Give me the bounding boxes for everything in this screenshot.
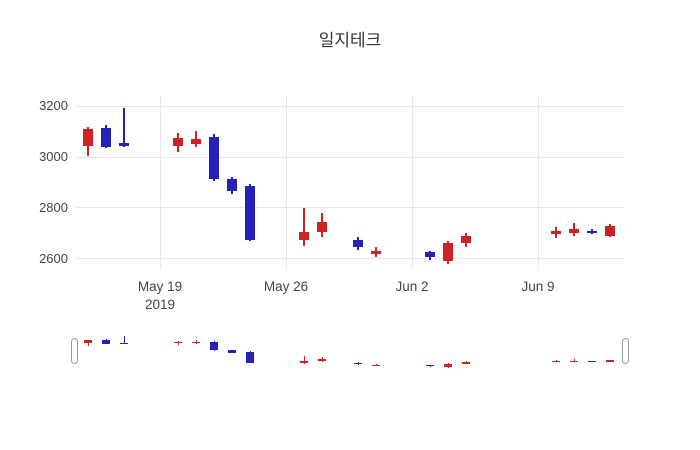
gridline-horizontal (75, 207, 625, 209)
candle-body (425, 252, 435, 258)
mini-candle-body (228, 350, 236, 353)
mini-candle-body (210, 341, 218, 351)
candle-body (119, 143, 129, 146)
x-axis: May 19 2019 May 26 Jun 2 Jun 9 (75, 279, 625, 321)
candle-body (227, 178, 237, 192)
gridline-vertical (537, 95, 539, 270)
mini-candle-body (552, 360, 560, 362)
rangeslider-handle-left[interactable] (71, 338, 78, 364)
gridline-vertical (159, 95, 161, 270)
mini-candle-body (372, 365, 380, 367)
y-axis-tick-label: 3200 (39, 98, 68, 114)
candle-wick (303, 207, 305, 246)
candle-body (173, 138, 183, 146)
candle-body (299, 231, 309, 240)
candle-body (443, 243, 453, 262)
candle-body (317, 221, 327, 232)
mini-candle-body (426, 365, 434, 367)
mini-candle-body (588, 360, 596, 362)
gridline-horizontal (75, 258, 625, 260)
x-axis-tick-label: Jun 9 (521, 279, 555, 294)
mini-candle-body (318, 359, 326, 362)
mini-candle-body (354, 362, 362, 365)
y-axis-tick-label: 2800 (39, 199, 68, 215)
mini-candle-body (606, 359, 614, 362)
candle-body (569, 229, 579, 234)
mini-candle-body (102, 339, 110, 344)
x-axis-tick-label: May 26 (263, 279, 309, 294)
mini-candle-wick (195, 340, 197, 344)
candle-body (83, 129, 93, 146)
mini-candle-body (462, 361, 470, 364)
plot-area[interactable] (75, 95, 625, 270)
gridline-horizontal (75, 156, 625, 158)
mini-candle-wick (123, 335, 125, 344)
candle-body (191, 139, 201, 145)
mini-candle-body (174, 341, 182, 344)
gridline-vertical (285, 95, 287, 270)
candle-body (353, 239, 363, 248)
mini-candle-body (570, 360, 578, 362)
x-axis-tick-label: May 19 (137, 279, 183, 294)
candle-body (461, 235, 471, 244)
candle-body (371, 250, 381, 254)
rangeslider[interactable] (71, 332, 629, 370)
candle-body (587, 230, 597, 234)
candle-body (209, 136, 219, 179)
gridline-horizontal (75, 105, 625, 107)
candle-body (245, 186, 255, 240)
candle-wick (195, 130, 197, 147)
x-axis-tick-label: Jun 2 (395, 279, 429, 294)
mini-candle-body (444, 363, 452, 368)
mini-candle-body (120, 342, 128, 344)
chart-title: 일지테크 (318, 31, 382, 50)
candle-body (101, 127, 111, 147)
y-axis-tick-label: 2600 (39, 250, 68, 266)
y-axis: 3200 3000 2800 2600 (0, 95, 68, 270)
mini-candle-body (84, 340, 92, 344)
mini-candle-body (300, 361, 308, 363)
mini-candle-wick (303, 356, 305, 365)
gridline-vertical (411, 95, 413, 270)
candle-body (551, 230, 561, 235)
rangeslider-handle-right[interactable] (622, 338, 629, 364)
mini-candle-body (246, 351, 254, 363)
y-axis-tick-label: 3000 (39, 149, 68, 165)
candle-body (605, 225, 615, 236)
x-axis-tick-sublabel: 2019 (144, 297, 176, 312)
mini-candle-body (192, 342, 200, 344)
candle-wick (123, 107, 125, 147)
